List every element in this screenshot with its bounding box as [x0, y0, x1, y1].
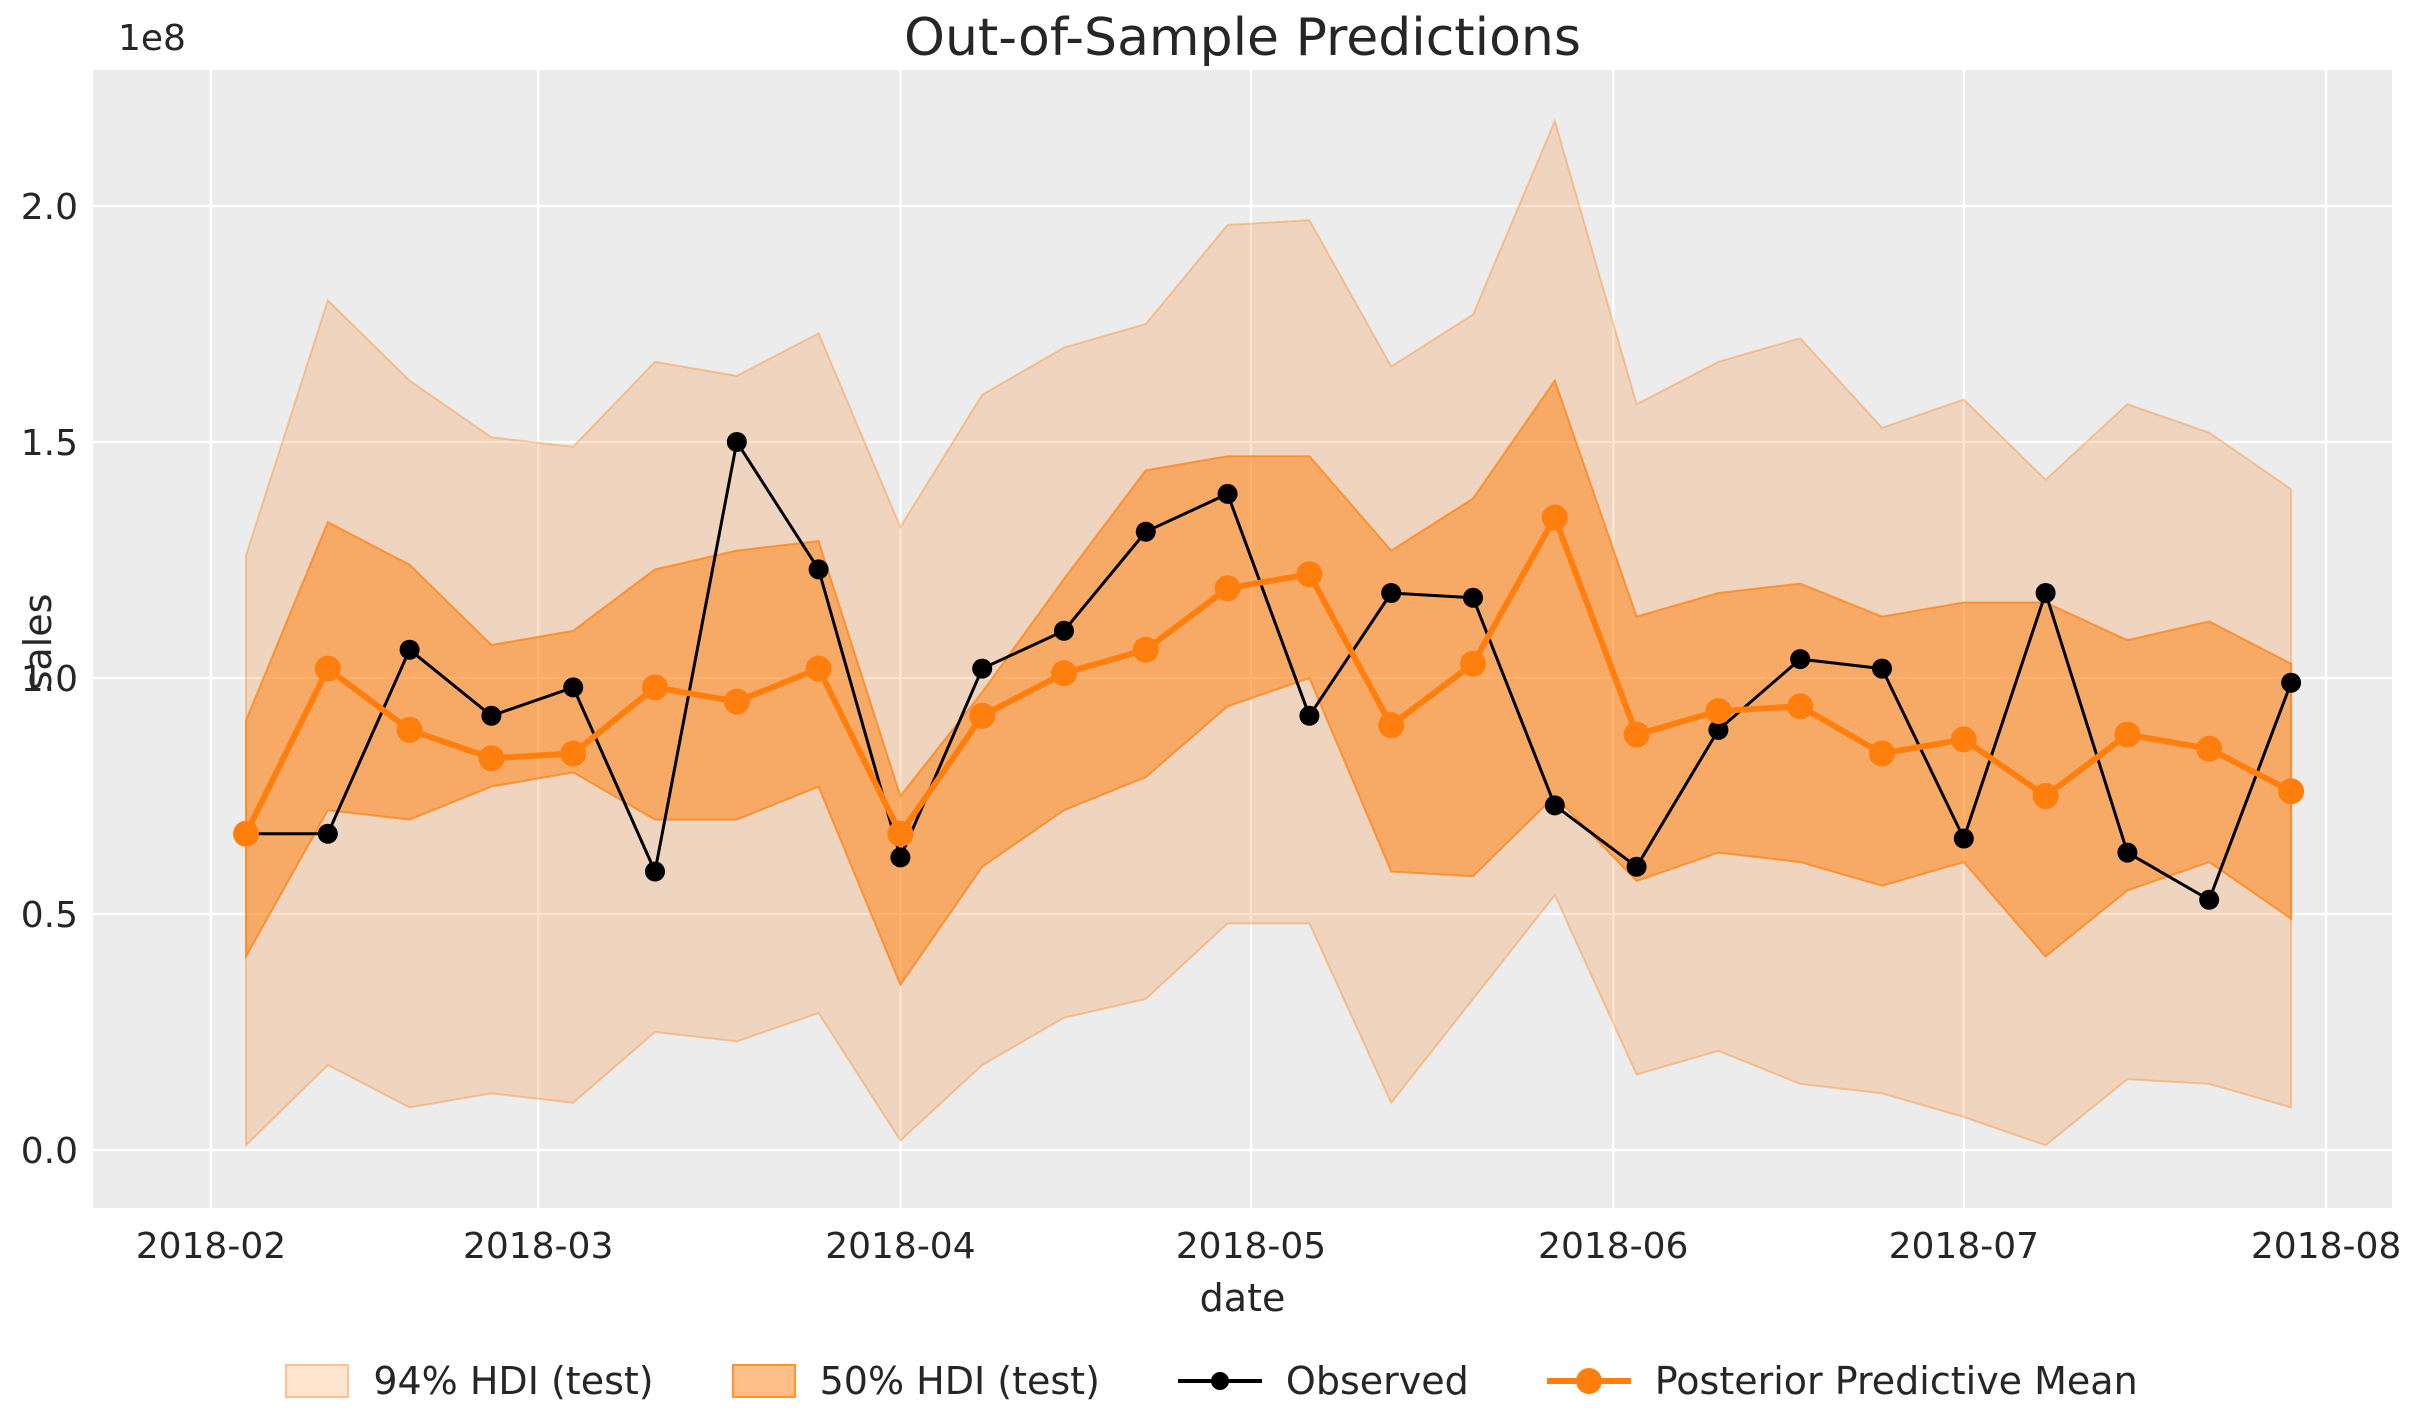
- svg-text:2018-04: 2018-04: [825, 1226, 975, 1267]
- svg-text:1.0: 1.0: [21, 659, 78, 700]
- y-axis-label: sales: [16, 593, 60, 691]
- chart-title: Out-of-Sample Predictions: [904, 8, 1581, 68]
- hdi50-band: [245, 378, 2293, 987]
- x-tick-labels: 2018-02 2018-03 2018-04 2018-05 2018-06 2018-…: [136, 1226, 2402, 1267]
- svg-text:2018-02: 2018-02: [136, 1226, 286, 1267]
- svg-text:2018-08: 2018-08: [2251, 1226, 2401, 1267]
- hdi50-swatch-icon: [731, 1364, 796, 1398]
- posterior-mean-line-icon: [1546, 1364, 1631, 1398]
- svg-text:2018-05: 2018-05: [1176, 1226, 1326, 1267]
- y-tick-labels: 0.0 0.5 1.0 1.5 2.0: [21, 187, 78, 1172]
- legend-label-50-hdi: 50% HDI (test): [819, 1359, 1100, 1403]
- svg-text:0.5: 0.5: [21, 895, 78, 936]
- svg-text:2018-06: 2018-06: [1538, 1226, 1688, 1267]
- y-axis-offset-label: 1e8: [118, 18, 186, 59]
- x-axis-label: date: [1199, 1276, 1286, 1320]
- legend-item-posterior-mean[interactable]: Posterior Predictive Mean: [1546, 1359, 2138, 1403]
- svg-text:0.0: 0.0: [21, 1131, 78, 1172]
- observed-line-icon: [1177, 1364, 1262, 1398]
- legend-label-posterior-mean: Posterior Predictive Mean: [1654, 1359, 2138, 1403]
- legend-label-94-hdi: 94% HDI (test): [373, 1359, 654, 1403]
- legend-item-observed[interactable]: Observed: [1177, 1359, 1469, 1403]
- legend-item-94-hdi[interactable]: 94% HDI (test): [285, 1359, 654, 1403]
- hdi94-swatch-icon: [285, 1364, 350, 1398]
- observed-series: [236, 432, 2302, 910]
- svg-text:2018-03: 2018-03: [463, 1226, 613, 1267]
- legend-label-observed: Observed: [1285, 1359, 1469, 1403]
- legend: 94% HDI (test) 50% HDI (test) Observed P…: [0, 1359, 2423, 1403]
- svg-text:2018-07: 2018-07: [1889, 1226, 2039, 1267]
- svg-text:1.5: 1.5: [21, 423, 78, 464]
- legend-item-50-hdi[interactable]: 50% HDI (test): [731, 1359, 1100, 1403]
- posterior-mean-series: [233, 504, 2305, 847]
- svg-text:2.0: 2.0: [21, 187, 78, 228]
